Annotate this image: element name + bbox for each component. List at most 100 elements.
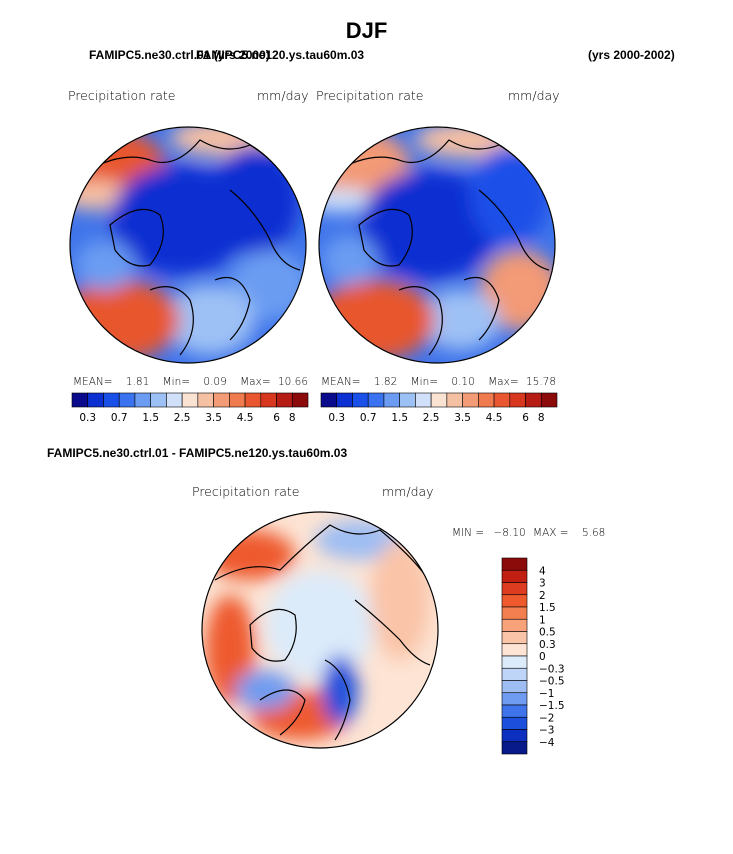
panel1-min-value: 0.09: [203, 376, 227, 388]
panel3-colorbar-label: −1.5: [539, 700, 565, 712]
panel2-colorbar-swatch: [478, 392, 495, 408]
panel1-colorbar-swatch: [276, 392, 293, 408]
right-years-label: (yrs 2000-2002): [588, 48, 675, 62]
panel2-colorbar-swatch: [509, 392, 526, 408]
panel2-map: [318, 126, 556, 364]
panel2-colorbar-swatch: [462, 392, 479, 408]
panel3-colorbar-swatch: [501, 655, 528, 669]
panel3-colorbar-swatch: [501, 741, 528, 755]
panel3-colorbar-swatch: [501, 704, 528, 718]
panel1-colorbar-label: 8: [289, 412, 296, 424]
panel3-colorbar-label: 0.3: [539, 639, 556, 651]
panel3-colorbar-label: 1.5: [539, 602, 556, 614]
panel2-variable-label: Precipitation rate: [316, 88, 424, 103]
panel1-colorbar-swatch: [197, 392, 214, 408]
panel3-colorbar-swatch: [501, 716, 528, 730]
panel2-colorbar-label: 8: [538, 412, 545, 424]
panel2-units-label: mm/day: [508, 88, 560, 103]
panel2-mean-value: 1.82: [373, 376, 398, 388]
panel3-coastlines: [214, 524, 431, 741]
panel3-colorbar-label: 4: [539, 565, 546, 577]
panel3-colorbar-swatch: [501, 594, 528, 608]
panel3-colorbar-label: −0.3: [539, 663, 565, 675]
panel2-colorbar-label: 2.5: [423, 412, 440, 424]
panel1-mean-label: MEAN=: [73, 376, 113, 388]
panel1-colorbar-label: 0.3: [79, 412, 96, 424]
panel2-colorbar-label: 4.5: [486, 412, 503, 424]
panel1-max-value: 10.66: [277, 376, 309, 388]
panel3-colorbar-swatch: [501, 729, 528, 743]
panel2-colorbar-swatch: [399, 392, 416, 408]
panel2-colorbar-swatch: [352, 392, 369, 408]
panel3-colorbar-swatch: [501, 692, 528, 706]
right-case-label: FAMIPC5.ne120.ys.tau60m.03: [196, 48, 365, 62]
panel1-colorbar-swatch: [229, 392, 246, 408]
panel2-colorbar-swatch: [493, 392, 511, 408]
panel1-colorbar-label: 1.5: [142, 412, 159, 424]
panel3-colorbar-swatch: [501, 643, 528, 657]
panel1-colorbar-swatch: [244, 392, 262, 408]
panel3-stats: MIN = −8.10 MAX = 5.68: [452, 527, 605, 539]
panel3-colorbar-swatch: [501, 569, 528, 583]
diff-panel-title: FAMIPC5.ne30.ctrl.01 - FAMIPC5.ne120.ys.…: [47, 446, 348, 460]
left-case-label: FAMIPC5.ne30.ctrl.01 (yrs 2000): [89, 48, 270, 62]
panel3-colorbar-label: −3: [539, 725, 554, 737]
panel1-colorbar-swatch: [118, 392, 136, 408]
panel3-colorbar-label: −0.5: [539, 676, 565, 688]
panel1-colorbar-label: 3.5: [205, 412, 222, 424]
panel2-colorbar-swatch: [540, 392, 558, 408]
panel2-stats: MEAN= 1.82 Min= 0.10 Max= 15.78: [321, 376, 556, 388]
panel3-colorbar-swatch: [501, 631, 528, 645]
panel2-colorbar-swatch: [415, 392, 432, 408]
panel2-colorbar-label: 3.5: [454, 412, 471, 424]
panel1-min-label: Min=: [162, 376, 191, 388]
panel3-map: [201, 511, 439, 749]
panel1-colorbar-swatch: [150, 392, 167, 408]
panel1-colorbar-label: 2.5: [174, 412, 191, 424]
panel3-colorbar-label: 0.5: [539, 627, 556, 639]
panel2-colorbar-label: 1.5: [391, 412, 408, 424]
panel2-colorbar-swatch: [446, 392, 463, 408]
panel3-colorbar-label: 3: [539, 578, 546, 590]
panel2-colorbar-label: 0.3: [328, 412, 345, 424]
page-title: DJF: [345, 18, 388, 43]
panel1-variable-label: Precipitation rate: [68, 88, 176, 103]
panel1-colorbar-swatch: [134, 392, 151, 408]
panel2-max-value: 15.78: [525, 376, 557, 388]
panel1-colorbar-swatch: [260, 392, 277, 408]
panel2-colorbar-swatch: [383, 392, 400, 408]
panel2-colorbar-swatch: [525, 392, 542, 408]
panel2-colorbar-label: 0.7: [360, 412, 377, 424]
panel3-colorbar-swatch: [501, 582, 528, 596]
panel1-mean-value: 1.81: [125, 376, 150, 388]
panel1-map: [69, 126, 307, 364]
panel3-colorbar-label: −1: [539, 688, 554, 700]
panel3-max-value: 5.68: [581, 527, 606, 539]
panel1-colorbar-swatch: [103, 392, 120, 408]
panel3-colorbar-swatch: [501, 606, 528, 620]
colorbars: 0.3 0.7 1.5 2.5 3.5 4.5 6 8 0.3 0.7 1.5 2.5 3.5 4.5 6 8…: [71, 392, 565, 755]
panel3-variable-label: Precipitation rate: [192, 484, 300, 499]
panel1-colorbar-swatch: [213, 392, 230, 408]
panel2-colorbar-swatch: [320, 392, 338, 408]
panel3-colorbar-label: 2: [539, 590, 546, 602]
panel3-colorbar-label: 0: [539, 651, 546, 663]
panel3-colorbar-label: −4: [539, 737, 555, 749]
panel1-colorbar-label: 0.7: [111, 412, 128, 424]
panel1-colorbar-label: 4.5: [237, 412, 254, 424]
panel1-colorbar-label: 6: [273, 412, 280, 424]
panel2-colorbar-swatch: [336, 392, 353, 408]
panel3-colorbar-swatch: [501, 557, 528, 571]
panel3-colorbar-swatch: [501, 618, 528, 632]
panel2-colorbar-swatch: [367, 392, 385, 408]
panel3-min-label: MIN =: [452, 527, 485, 539]
panel3-colorbar-swatch: [501, 667, 528, 681]
panel1-colorbar-swatch: [291, 392, 309, 408]
panel1-stats: MEAN= 1.81 Min= 0.09 Max= 10.66: [73, 376, 308, 388]
panel3-colorbar-label: 1: [539, 614, 546, 626]
panel3-colorbar-swatch: [501, 680, 528, 694]
panel1-units-label: mm/day: [257, 88, 309, 103]
panel1-max-label: Max=: [240, 376, 271, 388]
panel1-colorbar-swatch: [181, 392, 199, 408]
